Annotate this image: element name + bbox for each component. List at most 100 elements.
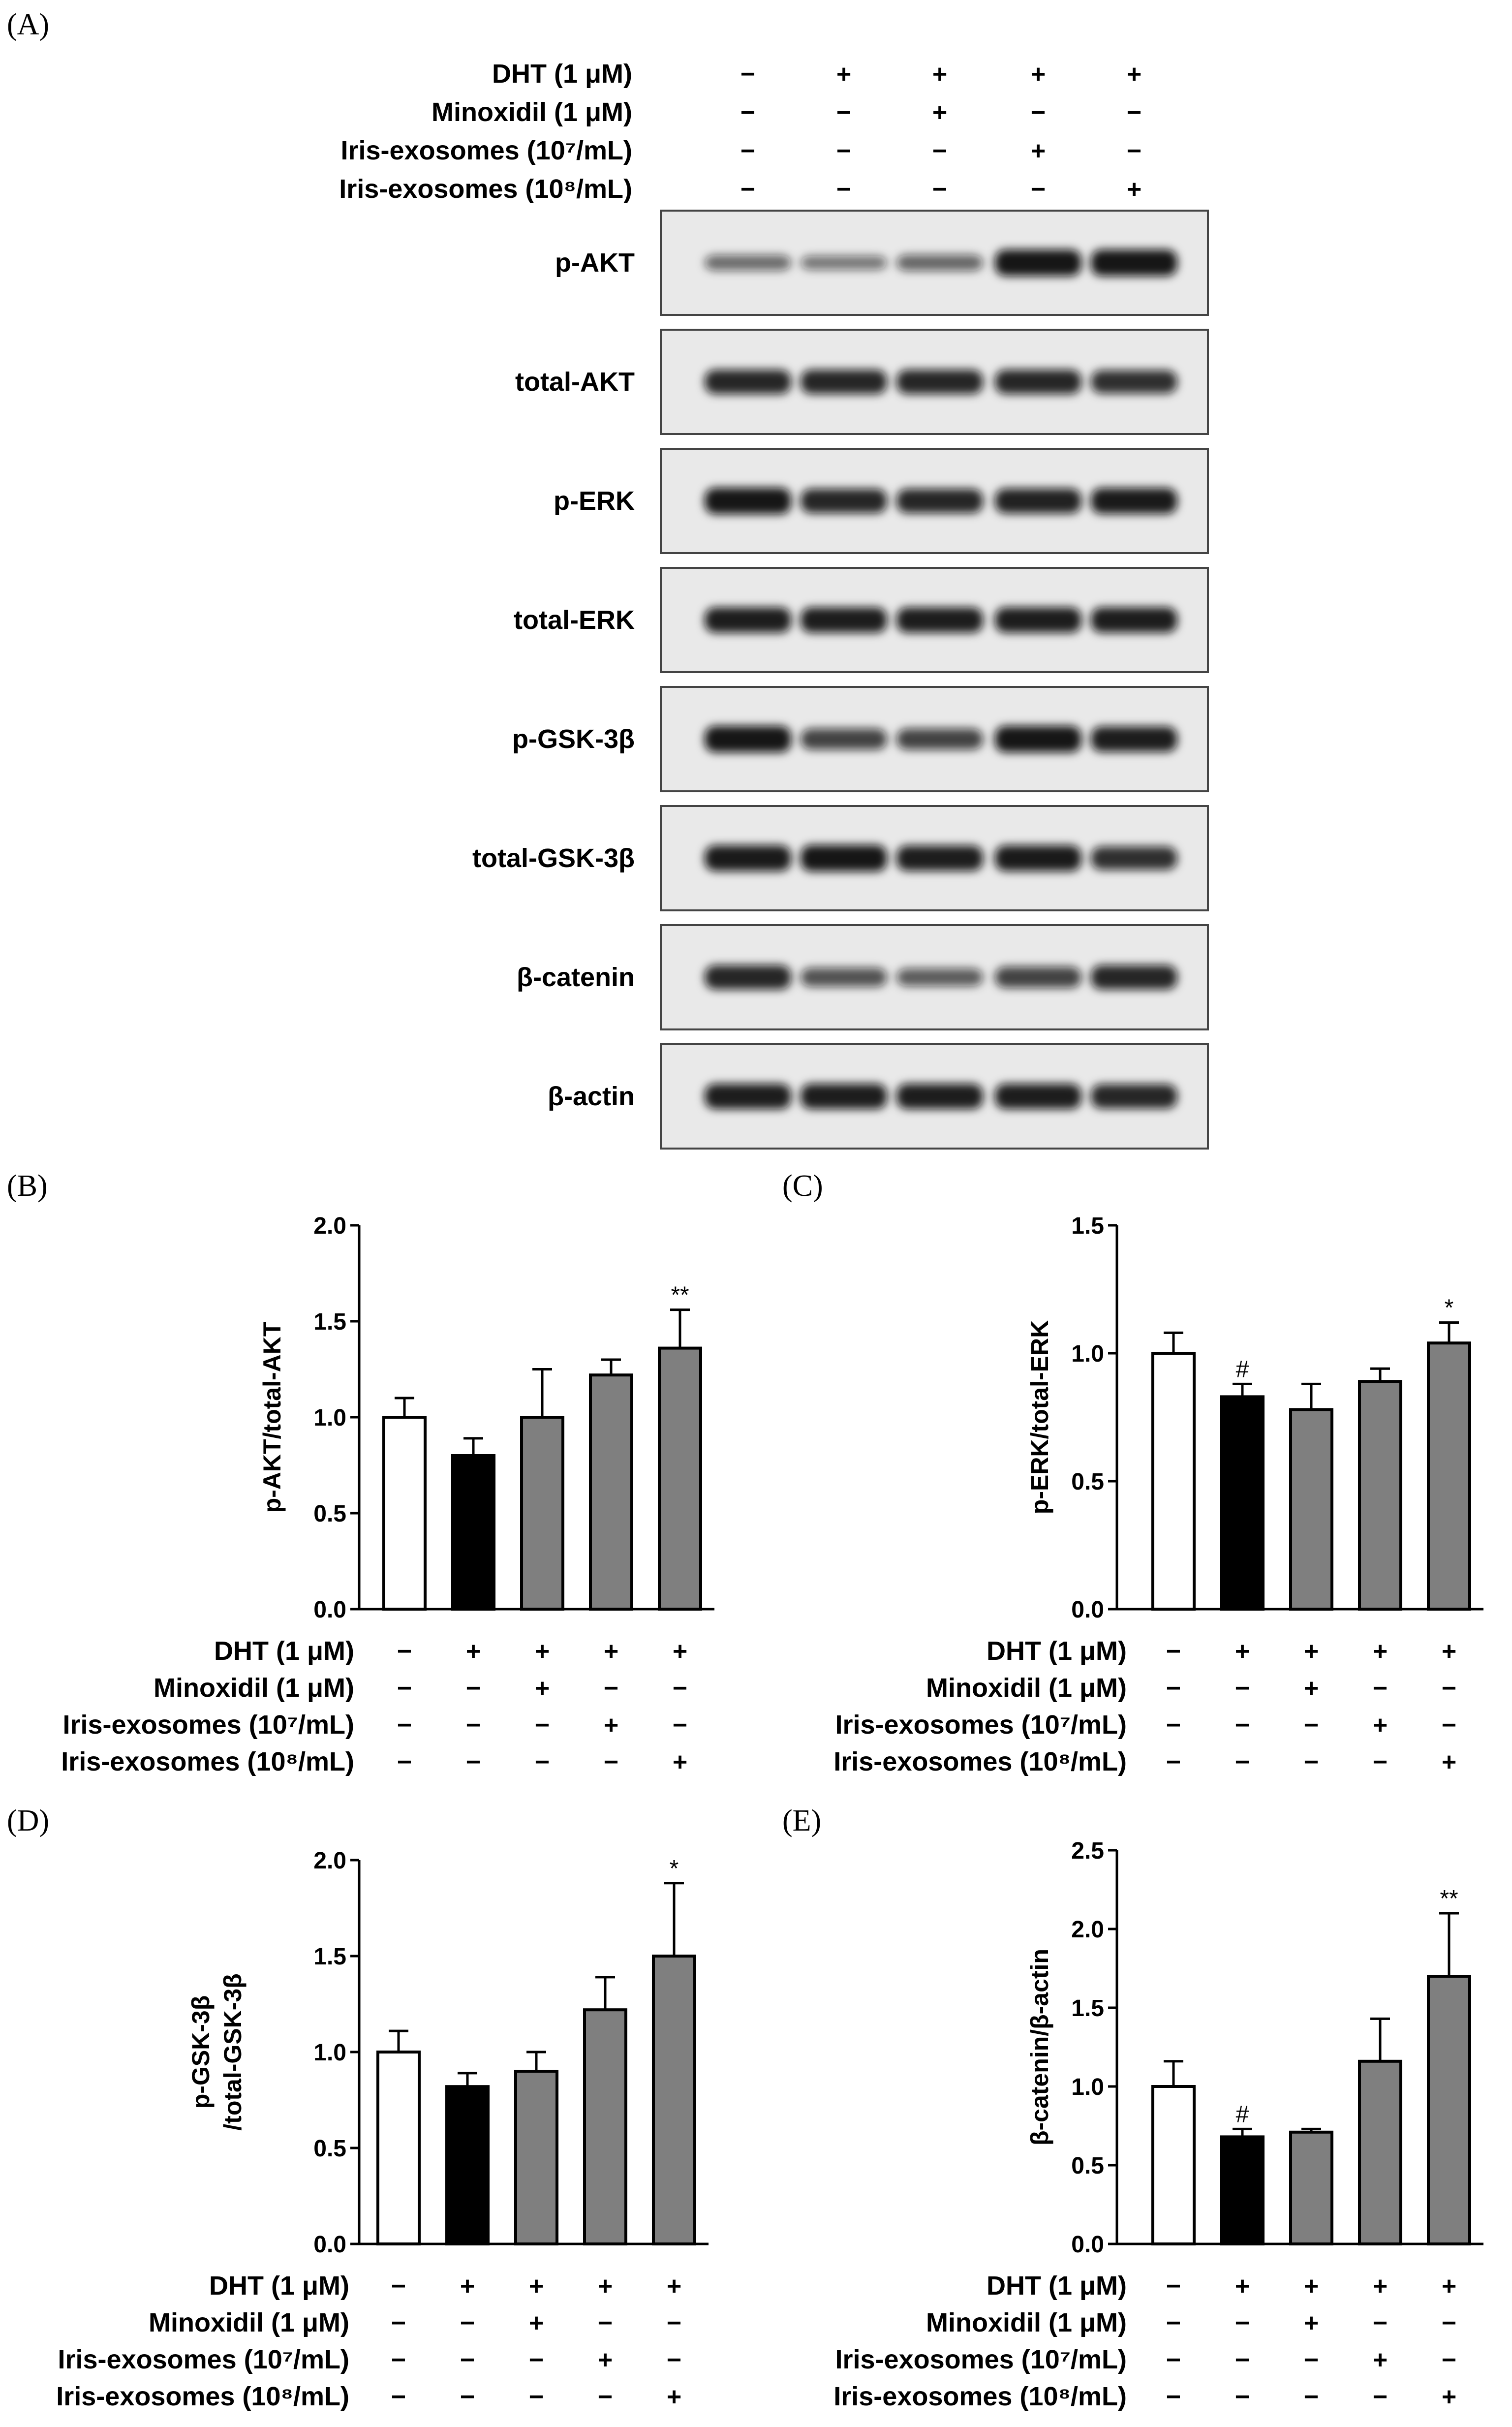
- condition-sign: +: [673, 1637, 687, 1666]
- condition-sign: +: [1442, 1637, 1456, 1666]
- blot-band: [705, 845, 791, 871]
- blot-band: [705, 1084, 791, 1109]
- condition-sign: −: [466, 1674, 481, 1703]
- condition-sign: −: [1373, 2309, 1388, 2337]
- condition-sign: −: [397, 1748, 412, 1776]
- condition-sign: +: [1373, 2346, 1388, 2374]
- condition-sign: −: [460, 2309, 475, 2337]
- blot-label-0: p-AKT: [555, 248, 635, 278]
- condition-sign: −: [1166, 1637, 1181, 1666]
- condition-sign: −: [604, 1674, 618, 1703]
- condition-sign-a: −: [836, 175, 851, 204]
- condition-label: Iris-exosomes (10⁸/mL): [833, 1747, 1127, 1776]
- condition-sign: −: [1304, 2346, 1319, 2374]
- bar: [514, 2070, 558, 2245]
- bar: [1358, 2059, 1402, 2245]
- condition-sign: −: [1166, 1674, 1181, 1703]
- condition-sign: −: [598, 2309, 613, 2337]
- blot-band: [995, 370, 1081, 394]
- condition-label: Iris-exosomes (10⁸/mL): [61, 1747, 354, 1776]
- condition-sign-a: −: [1031, 98, 1046, 127]
- blot-band: [1091, 965, 1177, 990]
- condition-sign: +: [1304, 2309, 1319, 2337]
- blot-band: [1091, 846, 1177, 870]
- condition-label: DHT (1 μM): [214, 1636, 354, 1666]
- panel-label-d: (D): [7, 1804, 49, 1837]
- blot-band: [995, 607, 1081, 633]
- blot-band: [896, 254, 983, 271]
- condition-label-a-2: Iris-exosomes (10⁷/mL): [341, 136, 633, 165]
- condition-sign-a: −: [741, 137, 755, 165]
- condition-sign-a: +: [1031, 60, 1046, 89]
- blot-band: [896, 607, 983, 633]
- condition-sign-a: +: [1127, 60, 1142, 89]
- panel-label-c: (C): [782, 1169, 823, 1203]
- condition-sign: +: [1235, 2272, 1250, 2301]
- blot-band: [1091, 726, 1177, 752]
- blot-label-1: total-AKT: [515, 367, 635, 397]
- condition-sign: +: [1373, 2272, 1388, 2301]
- bar: [652, 1955, 696, 2245]
- blot-label-6: β-catenin: [517, 963, 635, 992]
- blot-band: [995, 249, 1081, 276]
- blot-band: [896, 1084, 983, 1109]
- condition-label: Iris-exosomes (10⁷/mL): [835, 1710, 1127, 1740]
- condition-sign: −: [391, 2383, 406, 2411]
- condition-sign: −: [1235, 1674, 1250, 1703]
- blot-band: [1091, 249, 1177, 276]
- condition-sign: −: [1166, 2272, 1181, 2301]
- condition-sign: −: [1166, 1711, 1181, 1740]
- significance-mark: **: [671, 1282, 689, 1308]
- y-tick-label: 0.5: [1071, 1469, 1104, 1495]
- bar: [382, 1416, 427, 1611]
- condition-sign: −: [1373, 1748, 1388, 1776]
- y-tick-label: 1.0: [313, 1405, 346, 1431]
- condition-sign-a: −: [932, 137, 947, 165]
- condition-sign: +: [535, 1637, 550, 1666]
- bar: [520, 1416, 564, 1611]
- blot-band: [896, 728, 983, 750]
- condition-sign-a: −: [1031, 175, 1046, 204]
- blot-band: [801, 607, 887, 633]
- condition-sign: −: [667, 2309, 681, 2337]
- bar: [1289, 2130, 1333, 2245]
- condition-sign: +: [604, 1711, 618, 1740]
- condition-sign: −: [1235, 2309, 1250, 2337]
- y-tick-label: 2.0: [313, 1848, 346, 1874]
- condition-sign: −: [1166, 2383, 1181, 2411]
- condition-sign-a: +: [932, 60, 947, 89]
- y-tick-label: 2.0: [1071, 1917, 1104, 1943]
- y-tick-label: 2.0: [313, 1213, 346, 1239]
- y-tick-label: 0.0: [313, 1597, 346, 1623]
- bar: [658, 1346, 702, 1611]
- blot-band: [896, 370, 983, 394]
- condition-label-a-3: Iris-exosomes (10⁸/mL): [339, 174, 632, 204]
- condition-label: Minoxidil (1 μM): [926, 2308, 1127, 2337]
- blot-band: [705, 255, 791, 271]
- bar: [445, 2085, 490, 2246]
- blot-label-2: p-ERK: [554, 486, 635, 516]
- y-axis-title-line2: /total-GSK-3β: [219, 1973, 247, 2130]
- bar: [376, 2051, 421, 2245]
- y-tick-label: 1.0: [1071, 1341, 1104, 1367]
- blot-band: [801, 728, 887, 750]
- condition-label: DHT (1 μM): [987, 2271, 1127, 2301]
- blot-label-5: total-GSK-3β: [472, 843, 635, 873]
- condition-sign-a: +: [1031, 137, 1046, 165]
- condition-sign: −: [391, 2309, 406, 2337]
- bar: [1151, 1352, 1196, 1611]
- bar: [583, 2008, 627, 2245]
- condition-sign: +: [1442, 2383, 1456, 2411]
- condition-sign: −: [1442, 2346, 1456, 2374]
- condition-sign: +: [466, 1637, 481, 1666]
- condition-sign-a: −: [741, 60, 755, 89]
- condition-sign: −: [1373, 2383, 1388, 2411]
- y-tick-label: 0.5: [1071, 2153, 1104, 2179]
- condition-sign: −: [535, 1711, 550, 1740]
- condition-sign-a: +: [1127, 175, 1142, 204]
- bar: [1358, 1380, 1402, 1611]
- condition-sign: −: [1373, 1674, 1388, 1703]
- condition-sign: +: [667, 2272, 681, 2301]
